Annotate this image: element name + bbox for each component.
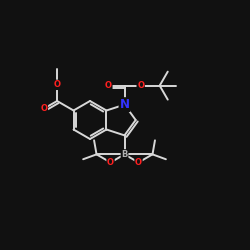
Text: O: O [137, 81, 144, 90]
Text: O: O [54, 80, 60, 89]
Text: O: O [40, 104, 48, 113]
Text: N: N [120, 98, 130, 111]
Text: O: O [135, 158, 142, 167]
Text: B: B [121, 150, 128, 159]
Text: O: O [105, 81, 112, 90]
Text: O: O [107, 158, 114, 167]
